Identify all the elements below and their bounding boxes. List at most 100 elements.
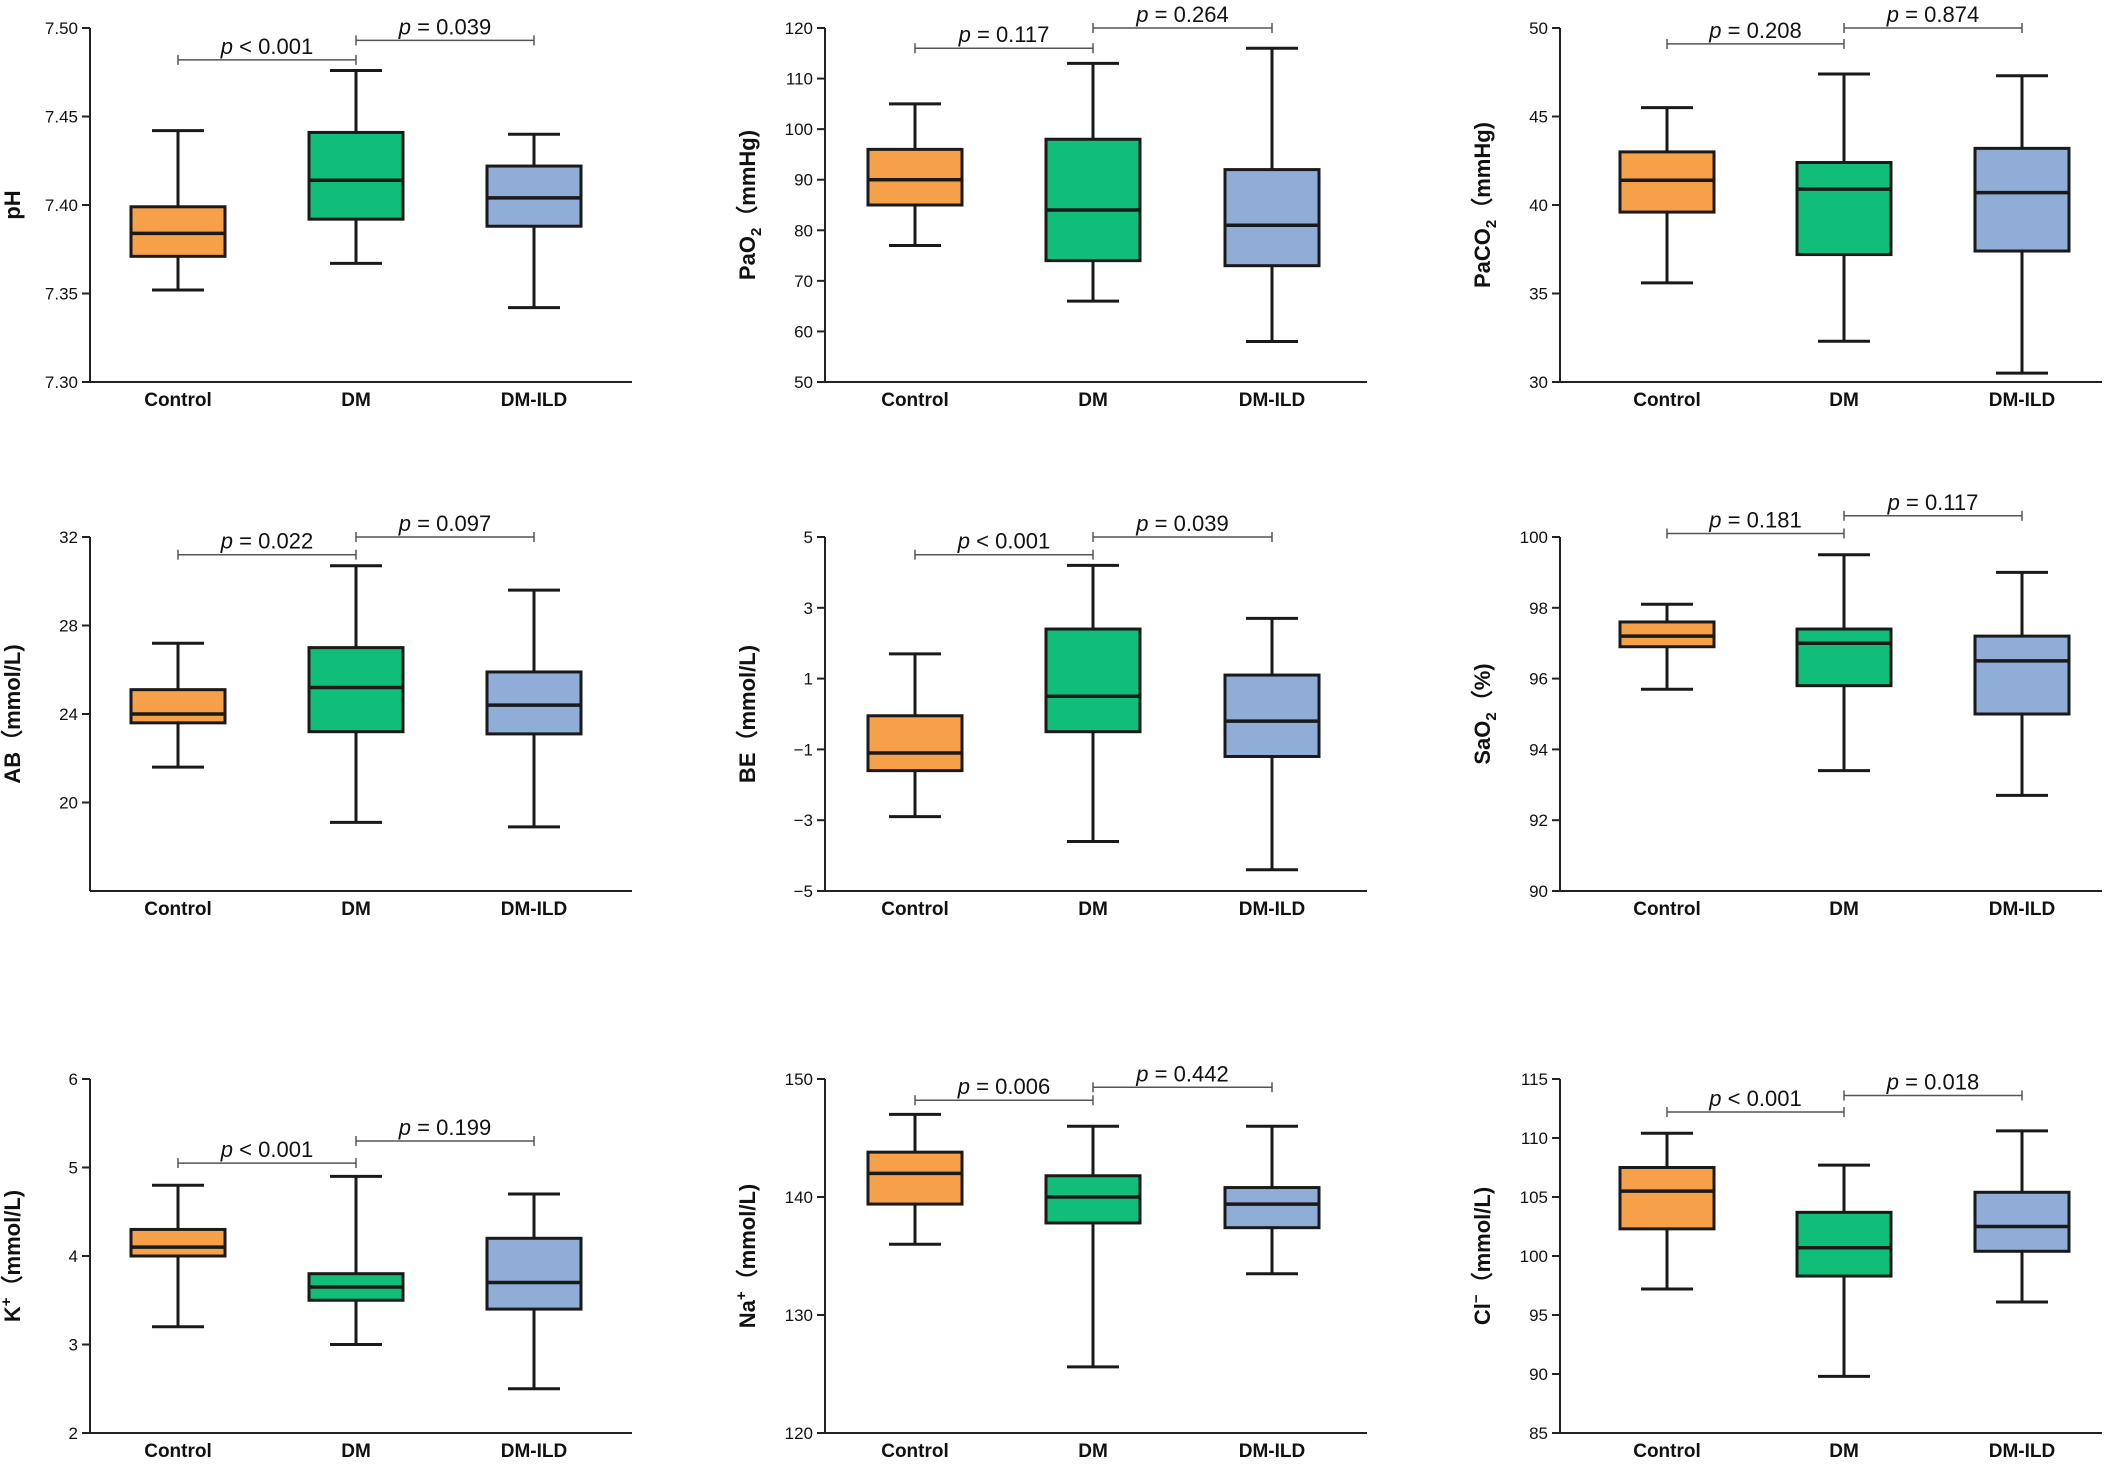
p-value-label: p = 0.874 [1886, 2, 1979, 27]
category-label: DM-ILD [1239, 899, 1305, 920]
p-value-bracket-2: p = 0.097 [355, 511, 535, 542]
y-tick-label: 94 [1529, 740, 1548, 759]
category-label: Control [1633, 1441, 1701, 1462]
y-tick-label: 7.40 [45, 196, 78, 215]
y-tick-label: 45 [1529, 108, 1548, 127]
box-control [866, 1112, 964, 1246]
box-control [129, 129, 227, 292]
category-label: DM-ILD [1239, 1441, 1305, 1462]
y-tick-label: 70 [794, 272, 813, 291]
category-label: DM [1078, 899, 1108, 920]
y-axis-label: PaO2（mmHg) [735, 130, 765, 280]
y-axis-label: PaCO2（mmHg) [1470, 122, 1500, 288]
p-value-bracket-1: p = 0.208 [1666, 18, 1845, 49]
box-iqr [1795, 1210, 1893, 1278]
y-tick-label: 32 [59, 528, 78, 547]
p-value-label: p = 0.006 [957, 1074, 1050, 1099]
p-value-label: p = 0.442 [1135, 1061, 1228, 1086]
box-iqr [1044, 1174, 1142, 1225]
p-value-bracket-1: p < 0.001 [914, 529, 1094, 560]
panel-5: −5 −3 −1 1 3 5 BE（mmol/L) Control DM DM-ILD p < 0.… [735, 511, 1367, 920]
box-iqr [485, 164, 583, 228]
y-tick-label: 3 [69, 1336, 78, 1355]
y-tick-label: 7.30 [45, 373, 78, 392]
box-iqr [1618, 1166, 1716, 1231]
y-axis-label: pH [0, 190, 25, 219]
panel-6: 90 92 94 96 98 100 SaO2（%) Control DM DM-ILD p = 0… [1470, 490, 2102, 920]
box-iqr [485, 670, 583, 736]
p-value-bracket-2: p = 0.039 [1092, 511, 1273, 542]
category-label: DM [1078, 1441, 1108, 1462]
category-label: DM-ILD [501, 390, 567, 411]
y-tick-label: 50 [794, 373, 813, 392]
p-value-bracket-1: p < 0.001 [177, 34, 357, 65]
y-tick-label: 90 [794, 171, 813, 190]
box-dm [1044, 1124, 1142, 1369]
category-label: DM-ILD [501, 1441, 567, 1462]
y-tick-label: 100 [785, 120, 813, 139]
box-iqr [129, 205, 227, 258]
box-control [866, 102, 964, 247]
y-tick-label: 30 [1529, 373, 1548, 392]
y-tick-label: 150 [785, 1070, 813, 1089]
box-dm-ild [485, 132, 583, 310]
box-dm [307, 564, 405, 824]
box-dm [1044, 61, 1142, 303]
y-tick-label: 130 [785, 1306, 813, 1325]
panel-7: 2 3 4 5 6 K+（mmol/L) Control DM DM-ILD p < 0.001 p… [0, 1070, 632, 1462]
category-label: DM [1829, 390, 1859, 411]
y-tick-label: 98 [1529, 599, 1548, 618]
category-label: DM-ILD [1239, 390, 1305, 411]
p-value-label: p = 0.264 [1135, 2, 1228, 27]
box-dm-ild [485, 1192, 583, 1391]
y-tick-label: 2 [69, 1424, 78, 1443]
y-axis-label: Cl−（mmol/L) [1468, 1187, 1495, 1325]
p-value-label: p < 0.001 [220, 1137, 313, 1162]
y-tick-label: 50 [1529, 19, 1548, 38]
box-dm-ild [485, 588, 583, 829]
box-dm-ild [1223, 46, 1321, 344]
category-label: Control [881, 1441, 949, 1462]
p-value-bracket-2: p = 0.874 [1843, 2, 2023, 33]
category-label: DM [1829, 899, 1859, 920]
box-iqr [1223, 673, 1321, 758]
box-iqr [1044, 137, 1142, 263]
p-value-label: p < 0.001 [957, 529, 1050, 554]
box-dm-ild [1973, 1129, 2071, 1304]
y-tick-label: 140 [785, 1188, 813, 1207]
box-iqr [1618, 150, 1716, 214]
box-dm [307, 68, 405, 265]
p-value-bracket-1: p < 0.001 [1666, 1086, 1845, 1118]
y-tick-label: 100 [1520, 528, 1548, 547]
y-tick-label: 35 [1529, 285, 1548, 304]
y-tick-label: 6 [69, 1070, 78, 1089]
p-value-label: p < 0.001 [220, 34, 313, 59]
category-label: DM-ILD [1989, 1441, 2055, 1462]
y-tick-label: 100 [1520, 1247, 1548, 1266]
box-dm [1795, 72, 1893, 343]
p-value-label: p = 0.018 [1886, 1070, 1979, 1095]
category-label: DM [341, 1441, 371, 1462]
y-tick-label: 20 [59, 794, 78, 813]
y-tick-label: 60 [794, 322, 813, 341]
box-dm-ild [1223, 616, 1321, 872]
category-label: DM [341, 390, 371, 411]
y-tick-label: 115 [1521, 1070, 1548, 1089]
box-iqr [1223, 168, 1321, 268]
box-control [129, 641, 227, 769]
y-tick-label: 92 [1529, 811, 1548, 830]
y-tick-label: 95 [1529, 1306, 1548, 1325]
box-iqr [866, 147, 964, 207]
p-value-label: p = 0.208 [1708, 18, 1801, 43]
y-tick-label: 120 [785, 1424, 813, 1443]
p-value-label: p < 0.001 [1708, 1086, 1801, 1111]
y-tick-label: −5 [794, 882, 813, 901]
box-dm [307, 1174, 405, 1346]
box-control [129, 1183, 227, 1329]
box-iqr [1223, 1186, 1321, 1230]
y-tick-label: −1 [794, 740, 813, 759]
y-tick-label: 28 [59, 617, 78, 636]
category-label: Control [1633, 390, 1701, 411]
p-value-bracket-2: p = 0.199 [355, 1115, 535, 1146]
p-value-label: p = 0.117 [1887, 490, 1979, 515]
